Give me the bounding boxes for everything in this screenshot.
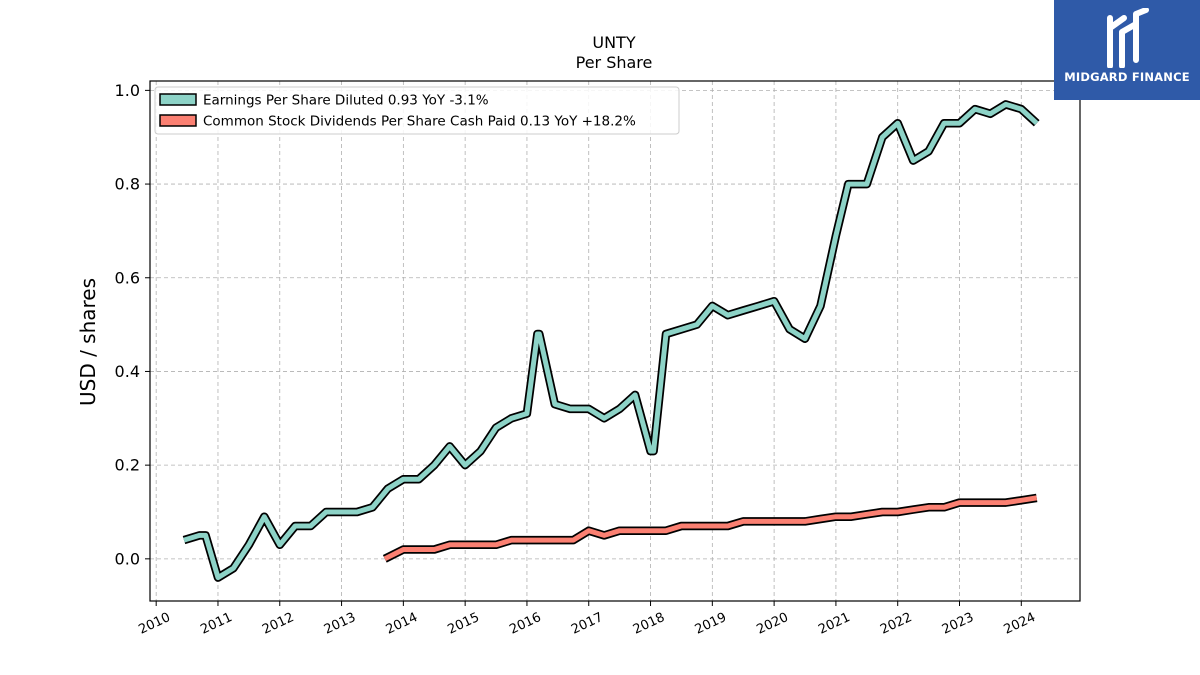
legend-label-dividends: Common Stock Dividends Per Share Cash Pa… [203,114,636,130]
x-tick-label: 2011 [198,610,234,638]
series-line-0 [183,101,1039,581]
x-tick-label: 2022 [878,610,914,638]
y-tick-label: 0.4 [115,362,140,381]
x-tick-label: 2014 [384,610,420,638]
x-tick-label: 2023 [940,610,976,638]
x-tick-label: 2010 [137,610,173,638]
y-axis-label: USD / shares [76,278,100,406]
y-axis: 0.0 0.2 0.4 0.6 0.8 1.0 [115,81,150,568]
logo: MIDGARD FINANCE [1054,0,1200,100]
x-axis: 2010 2011 2012 2013 2014 2015 2016 2017 2018 2019… [137,601,1038,638]
series-layer [182,100,1040,582]
x-tick-label: 2013 [322,610,358,638]
x-tick-label: 2018 [631,610,667,638]
logo-mark-icon [1107,8,1149,68]
y-tick-label: 0.0 [115,549,140,568]
legend-label-eps: Earnings Per Share Diluted 0.93 YoY -3.1… [203,93,489,109]
x-tick-label: 2015 [446,610,482,638]
legend-box [154,86,680,135]
series-line-1 [383,495,1038,562]
chart-title: UNTY [592,33,635,52]
y-tick-label: 0.6 [115,268,140,287]
x-tick-label: 2020 [754,610,790,638]
legend: Earnings Per Share Diluted 0.93 YoY -3.1… [154,86,680,135]
x-tick-label: 2017 [569,610,605,638]
x-tick-label: 2016 [507,610,543,638]
x-tick-label: 2019 [693,610,729,638]
x-tick-label: 2021 [816,610,852,638]
y-tick-label: 0.8 [115,175,140,194]
x-tick-label: 2024 [1002,610,1038,638]
x-tick-label: 2012 [260,610,296,638]
logo-text: MIDGARD FINANCE [1064,70,1190,84]
plot-frame [149,80,1081,602]
legend-swatch-dividends [159,114,197,127]
y-tick-label: 0.2 [115,456,140,475]
legend-swatch-eps [159,93,197,106]
chart-subtitle: Per Share [576,53,653,72]
gridlines [150,81,1080,601]
y-tick-label: 1.0 [115,81,140,100]
